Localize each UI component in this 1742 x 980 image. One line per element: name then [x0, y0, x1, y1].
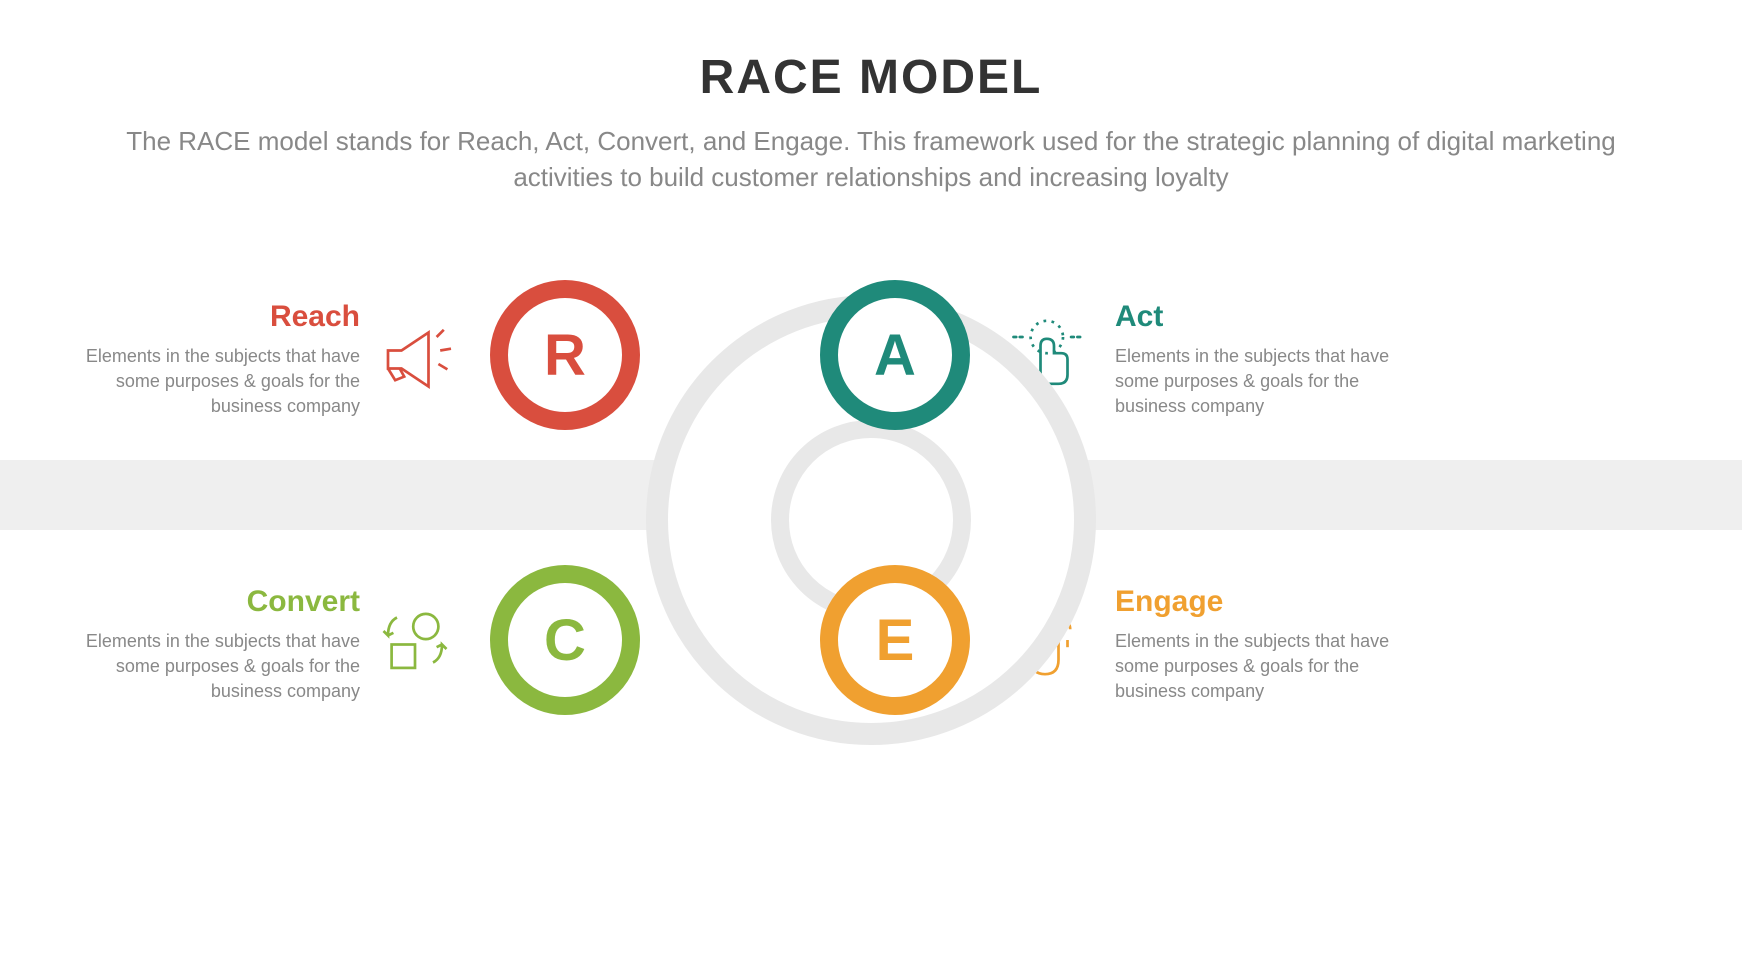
label-convert-desc: Elements in the subjects that have some … — [80, 629, 360, 705]
node-convert: C — [490, 565, 640, 715]
page-subtitle: The RACE model stands for Reach, Act, Co… — [121, 123, 1621, 196]
label-engage: Engage Elements in the subjects that hav… — [1115, 585, 1395, 705]
cycle-icon — [370, 595, 460, 685]
label-engage-title: Engage — [1115, 585, 1395, 619]
label-engage-desc: Elements in the subjects that have some … — [1115, 629, 1395, 705]
label-reach-desc: Elements in the subjects that have some … — [80, 344, 360, 420]
label-act: Act Elements in the subjects that have s… — [1115, 300, 1395, 420]
node-act: A — [820, 280, 970, 430]
label-reach-title: Reach — [80, 300, 360, 334]
label-convert: Convert Elements in the subjects that ha… — [80, 585, 360, 705]
label-act-desc: Elements in the subjects that have some … — [1115, 344, 1395, 420]
header: RACE MODEL The RACE model stands for Rea… — [0, 0, 1742, 196]
label-act-title: Act — [1115, 300, 1395, 334]
node-reach-letter: R — [544, 322, 586, 389]
node-reach: R — [490, 280, 640, 430]
megaphone-icon — [370, 310, 460, 400]
label-convert-title: Convert — [80, 585, 360, 619]
node-engage-letter: E — [876, 607, 915, 674]
label-reach: Reach Elements in the subjects that have… — [80, 300, 360, 420]
node-engage: E — [820, 565, 970, 715]
node-convert-letter: C — [544, 607, 586, 674]
page-title: RACE MODEL — [0, 50, 1742, 105]
node-act-letter: A — [874, 322, 916, 389]
